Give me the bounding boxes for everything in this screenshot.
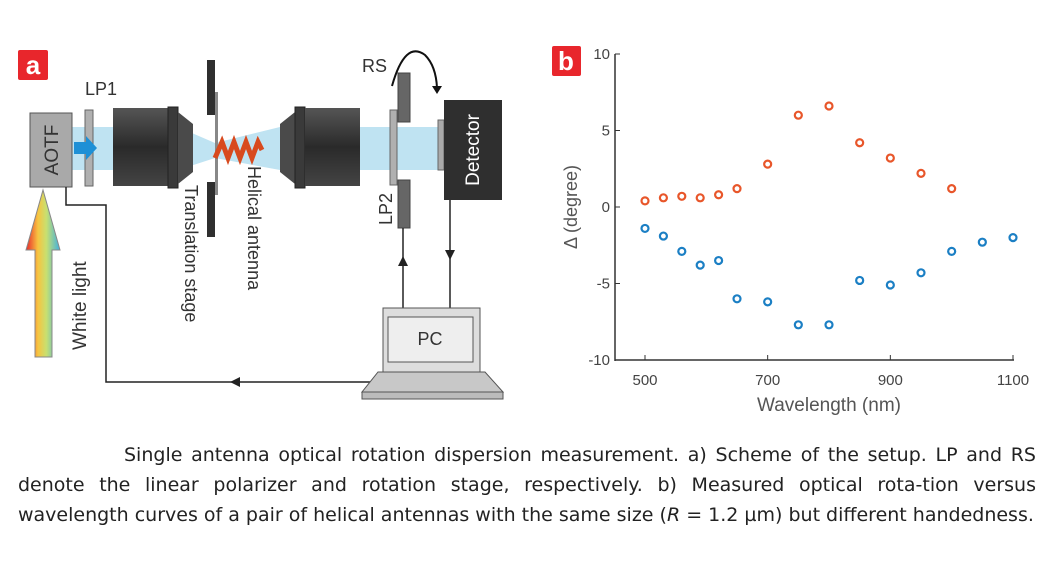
aotf-label: AOTF <box>42 125 63 176</box>
white-light-arrow-icon <box>25 188 61 358</box>
y-axis-label: Δ (degree) <box>561 165 581 249</box>
data-point-blue <box>677 246 687 256</box>
y-tick-label: -5 <box>597 276 610 293</box>
data-point-blue <box>713 255 724 266</box>
figure-caption: Single antenna optical rotation dispersi… <box>18 440 1036 530</box>
caption-text-end: = 1.2 µm) but different handedness. <box>680 504 1034 526</box>
data-point-red <box>640 196 650 206</box>
x-tick-label: 700 <box>755 372 780 389</box>
rotation-stage-bottom <box>397 179 411 229</box>
panel-b-badge <box>552 46 581 76</box>
data-point-red <box>713 190 724 200</box>
translation-stage-label: Translation stage <box>181 185 201 322</box>
rotation-stage-top <box>397 72 411 123</box>
data-point-blue <box>695 260 705 270</box>
x-tick-label: 900 <box>878 372 903 389</box>
helical-antenna-label: Helical antenna <box>244 166 264 291</box>
wire-pc-aotf <box>65 187 372 383</box>
helical-antenna-icon <box>212 134 265 166</box>
data-point-red <box>793 110 803 120</box>
data-point-red <box>916 168 926 178</box>
data-point-red <box>677 191 687 201</box>
y-tick-label: 0 <box>602 199 610 216</box>
data-point-blue <box>977 237 987 247</box>
data-point-red <box>855 138 865 148</box>
data-point-blue <box>658 231 669 241</box>
white-light-label: White light <box>70 261 91 350</box>
pc-keyboard <box>360 371 505 393</box>
data-point-blue <box>1008 233 1018 243</box>
data-point-blue <box>947 246 957 256</box>
arrow-down-icon <box>445 250 455 260</box>
blue-arrow-icon <box>74 136 97 160</box>
lp2-polarizer <box>389 109 398 186</box>
caption-variable: R <box>666 504 681 526</box>
setup-diagram: a AOTF LP1 Translation stage Helical ant… <box>18 50 505 400</box>
data-point-red <box>732 184 742 194</box>
x-tick-label: 1100 <box>997 372 1029 389</box>
data-point-blue <box>732 294 742 304</box>
arrow-left-icon <box>230 377 240 387</box>
data-point-blue <box>824 320 834 330</box>
x-axis-label: Wavelength (nm) <box>757 395 901 416</box>
aotf-box <box>29 112 73 188</box>
translation-stage-top <box>207 60 215 115</box>
arrow-up-icon <box>398 256 408 266</box>
panel-a-label: a <box>26 50 41 80</box>
caption-text: Single antenna optical rotation dispersi… <box>18 444 1036 526</box>
rotation-arrow-icon <box>391 50 438 89</box>
lp1-label: LP1 <box>85 79 117 99</box>
translation-stage-bottom <box>207 182 215 237</box>
data-point-blue <box>916 268 926 278</box>
y-tick-label: 10 <box>593 46 610 63</box>
x-tick-label: 500 <box>632 372 657 389</box>
y-tick-label: 5 <box>602 123 610 140</box>
data-point-red <box>824 101 834 111</box>
pc-label: PC <box>417 329 442 349</box>
data-point-blue <box>793 320 803 330</box>
data-point-red <box>763 159 773 169</box>
data-point-blue <box>640 223 650 234</box>
lp2-label: LP2 <box>376 193 396 225</box>
detector-label: Detector <box>463 113 484 185</box>
objective-left <box>113 108 169 186</box>
detector-box <box>444 100 502 200</box>
rs-label: RS <box>362 56 387 76</box>
panel-a-badge <box>18 50 48 80</box>
rotation-chart: b Δ (degree) Wavelength (nm) 500 700 900 11… <box>552 46 1029 416</box>
objective-right <box>280 112 295 184</box>
data-point-red <box>885 153 895 163</box>
data-point-red <box>658 193 669 203</box>
data-point-blue <box>885 280 895 290</box>
panel-b-label: b <box>558 46 574 76</box>
data-point-blue <box>855 275 865 286</box>
data-point-red <box>947 184 957 194</box>
figure: a AOTF LP1 Translation stage Helical ant… <box>18 46 1029 416</box>
y-tick-label: -10 <box>588 352 610 369</box>
data-point-red <box>695 193 705 203</box>
data-point-blue <box>763 297 773 307</box>
